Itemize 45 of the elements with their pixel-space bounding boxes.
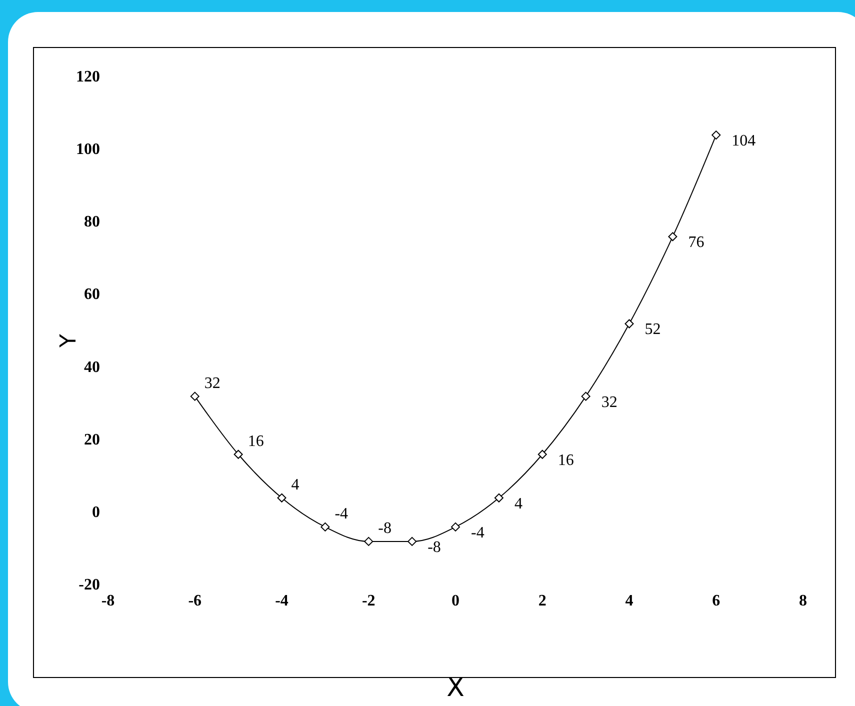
x-axis-title: X (446, 673, 464, 703)
x-tick-label: -2 (362, 592, 376, 610)
y-tick-label: 80 (84, 214, 100, 231)
point (234, 450, 243, 459)
point (494, 493, 504, 502)
y-tick-label: 120 (76, 68, 100, 86)
data-label: -8 (428, 538, 441, 556)
data-label: 16 (248, 432, 264, 450)
point (538, 450, 547, 459)
point (320, 522, 330, 532)
data-label: 104 (732, 132, 756, 150)
data-label: 76 (688, 234, 704, 252)
point (451, 522, 460, 532)
data-label: 4 (291, 476, 300, 494)
data-label: 52 (644, 321, 661, 338)
x-tick-label: -8 (101, 592, 115, 610)
x-tick-label: 0 (452, 592, 460, 610)
data-label: 32 (204, 374, 220, 392)
data-label: -4 (471, 524, 484, 542)
data-label: 16 (558, 452, 574, 469)
data-label: 4 (514, 495, 522, 512)
y-tick-label: 20 (84, 431, 100, 448)
data-label: -8 (378, 520, 392, 537)
y-tick-label: 40 (84, 358, 100, 376)
y-tick-label: -20 (78, 576, 100, 594)
data-label: 32 (601, 394, 618, 411)
y-tick-label: 60 (84, 286, 100, 304)
x-tick-label: -6 (188, 592, 202, 610)
y-tick-label: 0 (92, 504, 100, 521)
point (624, 319, 634, 328)
point (190, 392, 200, 401)
point (408, 536, 417, 546)
x-tick-label: 6 (712, 592, 720, 610)
point (668, 232, 678, 242)
point (581, 392, 590, 401)
y-axis-title: Y (56, 333, 82, 348)
x-tick-label: 8 (799, 592, 807, 610)
x-tick-label: 4 (625, 592, 634, 610)
y-tick-label: 100 (76, 141, 100, 158)
data-label: -4 (334, 505, 348, 522)
x-tick-label: 2 (538, 592, 546, 610)
point (712, 130, 721, 140)
x-tick-label: -4 (275, 592, 288, 610)
point (364, 536, 374, 546)
point (277, 493, 286, 502)
